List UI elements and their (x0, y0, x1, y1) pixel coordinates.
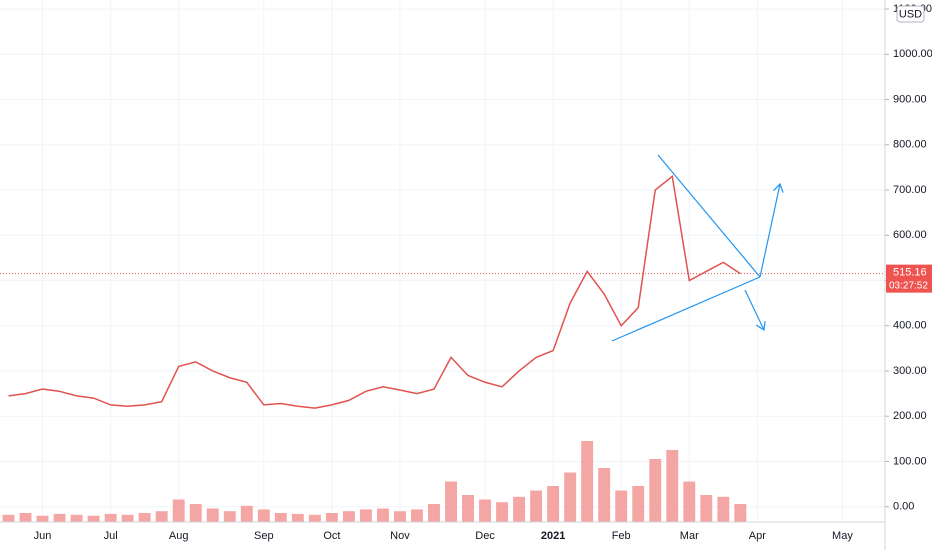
y-tick-label: 400.00 (893, 320, 927, 332)
volume-bar (172, 499, 185, 522)
price-line (8, 175, 741, 409)
y-tick-label: 800.00 (893, 139, 927, 151)
y-tick-label: 600.00 (893, 229, 927, 241)
volume-bar (513, 496, 526, 522)
x-tick-label: May (832, 530, 853, 542)
volume-bar (734, 504, 747, 522)
x-tick-label: 2021 (541, 530, 565, 542)
countdown: 03:27:52 (889, 280, 928, 291)
y-tick-label: 1000.00 (893, 48, 932, 60)
currency: USD (899, 8, 922, 20)
x-tick-label: Dec (475, 530, 495, 542)
y-tick-label: 200.00 (893, 410, 927, 422)
volume-bar (598, 468, 611, 522)
volume-bar (308, 514, 321, 522)
volume-bar (206, 508, 219, 522)
volume-bar (376, 508, 389, 522)
x-tick-label: Aug (169, 530, 189, 542)
x-tick-label: Oct (323, 530, 340, 542)
y-tick-label: 300.00 (893, 365, 927, 377)
arrow (759, 184, 780, 278)
trend-line (611, 276, 761, 342)
volume-bar (257, 509, 270, 522)
x-tick-label: Mar (680, 530, 699, 542)
volume-bar (342, 511, 355, 522)
volume-bar (632, 486, 645, 522)
volume-bar (547, 486, 560, 522)
volume-bar (683, 481, 696, 522)
last-price-badge (886, 264, 932, 293)
y-tick-label: 900.00 (893, 93, 927, 105)
volume-bar (649, 459, 662, 522)
x-tick-label: Jul (104, 530, 118, 542)
volume-bar (564, 472, 577, 522)
volume-bar (717, 496, 730, 522)
volume-bar (240, 505, 253, 522)
volume (2, 441, 747, 522)
volume-bar (496, 502, 509, 522)
y-tick-label: 100.00 (893, 455, 927, 467)
grid (0, 0, 885, 522)
volume-bar (223, 511, 236, 522)
volume-bar (53, 513, 66, 522)
plot (0, 175, 885, 409)
volume-bar (325, 513, 338, 522)
currency-badge[interactable] (896, 5, 925, 23)
axes: 0.00100.00200.00300.00400.00500.00600.00… (34, 3, 932, 542)
volume-bar (291, 513, 304, 522)
y-tick-label: 0.00 (893, 501, 914, 513)
x-tick-label: Jun (34, 530, 52, 542)
volume-bar (428, 504, 440, 522)
volume-bar (615, 490, 628, 522)
volume-bar (274, 513, 287, 522)
volume-bar (445, 481, 457, 522)
volume-bar (87, 515, 100, 522)
trend-line (657, 154, 761, 278)
triangle-drawing (611, 154, 780, 342)
volume-bar (530, 490, 543, 522)
x-tick-label: Feb (612, 530, 631, 542)
volume-bar (666, 450, 679, 522)
volume-bar (581, 441, 594, 522)
x-tick-label: Sep (254, 530, 274, 542)
last-price-label: 515.16 (893, 267, 927, 279)
x-tick-label: Nov (390, 530, 410, 542)
volume-bar (36, 515, 49, 522)
volume-bar (462, 495, 474, 522)
volume-bar (2, 514, 15, 522)
volume-bar (411, 509, 423, 522)
arrow (744, 289, 764, 330)
x-tick-label: Apr (749, 530, 766, 542)
volume-bar (70, 514, 83, 522)
volume-bar (393, 511, 406, 522)
volume-bar (104, 513, 117, 522)
volume-bar (700, 495, 713, 522)
volume-bar (479, 499, 492, 522)
y-tick-label: 700.00 (893, 184, 927, 196)
volume-bar (138, 513, 151, 522)
volume-bar (121, 514, 134, 522)
volume-bar (359, 509, 372, 522)
volume-bar (19, 513, 32, 522)
volume-bar (155, 511, 168, 522)
volume-bar (189, 504, 202, 522)
